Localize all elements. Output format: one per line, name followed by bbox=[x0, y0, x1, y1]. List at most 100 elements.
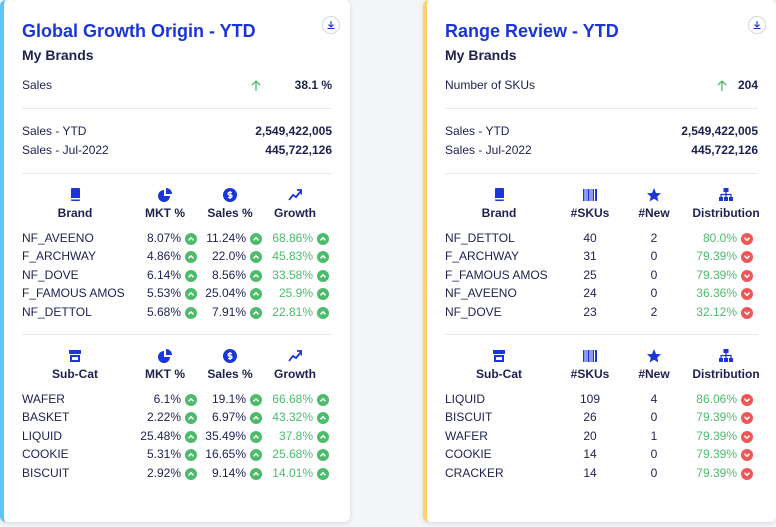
kpi-label: Number of SKUs bbox=[445, 78, 536, 92]
header-icon bbox=[223, 188, 237, 202]
change-indicator bbox=[741, 269, 753, 282]
change-indicator bbox=[317, 393, 329, 406]
change-indicator bbox=[185, 269, 197, 282]
row-label: NF_DOVE bbox=[445, 304, 502, 319]
cell-value: 79.39% bbox=[696, 249, 737, 264]
header-icon bbox=[719, 349, 733, 363]
header-icon bbox=[223, 349, 237, 363]
header-icon bbox=[492, 349, 506, 363]
change-indicator bbox=[741, 250, 753, 264]
cell-value: 2.92% bbox=[146, 465, 181, 480]
row-label: WAFER bbox=[22, 392, 65, 406]
column-header: Sub-Cat bbox=[52, 367, 98, 381]
cell-value: 19.1% bbox=[211, 392, 246, 406]
change-indicator bbox=[741, 411, 753, 425]
header-icon bbox=[583, 188, 597, 202]
change-indicator bbox=[317, 287, 329, 301]
change-indicator bbox=[185, 430, 197, 443]
column-header: Sub-Cat bbox=[476, 367, 522, 381]
header-icon bbox=[647, 188, 661, 202]
cell-value: 8.07% bbox=[146, 231, 181, 245]
stat-value: 2,549,422,005 bbox=[681, 124, 758, 138]
stat-value: 2,549,422,005 bbox=[255, 124, 332, 138]
change-indicator bbox=[317, 411, 329, 425]
cell-value: 35.49% bbox=[205, 428, 246, 443]
change-indicator bbox=[317, 430, 329, 443]
column-header: Distribution bbox=[692, 206, 760, 220]
column-header: #New bbox=[638, 367, 670, 381]
row-label: F_FAMOUS AMOS bbox=[445, 267, 548, 282]
column-header: #SKUs bbox=[570, 206, 610, 220]
cell-value: 2.22% bbox=[146, 410, 181, 425]
stat-label: Sales - YTD bbox=[445, 124, 510, 138]
row-label: NF_AVEENO bbox=[445, 286, 517, 301]
column-header: Distribution bbox=[692, 367, 760, 381]
change-indicator bbox=[185, 232, 197, 245]
divider bbox=[445, 334, 758, 335]
trend-arrow bbox=[716, 79, 728, 91]
card: Global Growth Origin - YTD My Brands Sales… bbox=[0, 0, 350, 522]
change-indicator bbox=[185, 448, 197, 462]
header-icon bbox=[719, 188, 733, 202]
header-icon bbox=[647, 349, 661, 363]
change-indicator bbox=[250, 306, 262, 319]
stat-label: Sales - YTD bbox=[22, 124, 87, 138]
download-button[interactable] bbox=[322, 16, 340, 34]
header-icon bbox=[288, 188, 303, 202]
cell-value: 5.68% bbox=[146, 304, 181, 319]
stat-label: Sales - Jul-2022 bbox=[22, 143, 109, 157]
row-label: NF_AVEENO bbox=[22, 231, 94, 245]
cell-value: 0 bbox=[650, 286, 658, 301]
change-indicator bbox=[741, 393, 753, 406]
change-indicator bbox=[250, 393, 262, 406]
row-label: F_ARCHWAY bbox=[22, 249, 97, 264]
change-indicator bbox=[317, 269, 329, 282]
cell-value: 33.58% bbox=[272, 267, 313, 282]
cell-value: 68.86% bbox=[272, 231, 313, 245]
kpi-value: 38.1 % bbox=[294, 78, 332, 92]
change-indicator bbox=[741, 430, 753, 443]
change-indicator bbox=[250, 269, 262, 282]
change-indicator bbox=[250, 250, 262, 264]
change-indicator bbox=[250, 430, 262, 443]
change-indicator bbox=[741, 287, 753, 301]
cell-value: 22.81% bbox=[272, 304, 313, 319]
cell-value: 40 bbox=[583, 231, 597, 245]
change-indicator bbox=[317, 467, 329, 480]
change-indicator bbox=[741, 306, 753, 319]
change-indicator bbox=[741, 467, 753, 480]
cell-value: 1 bbox=[650, 428, 658, 443]
row-label: BISCUIT bbox=[445, 410, 493, 425]
change-indicator bbox=[741, 448, 753, 462]
cell-value: 45.83% bbox=[272, 249, 313, 264]
cell-value: 14 bbox=[583, 447, 597, 462]
cell-value: 4 bbox=[650, 392, 658, 406]
column-header: Brand bbox=[57, 206, 93, 220]
change-indicator bbox=[317, 250, 329, 264]
row-label: WAFER bbox=[445, 428, 488, 443]
cell-value: 2 bbox=[650, 304, 658, 319]
cell-value: 25.68% bbox=[272, 447, 313, 462]
change-indicator bbox=[741, 232, 753, 245]
row-label: BASKET bbox=[22, 410, 70, 425]
cell-value: 43.32% bbox=[272, 410, 313, 425]
stat-label: Sales - Jul-2022 bbox=[445, 143, 532, 157]
header-icon bbox=[288, 349, 303, 363]
header-icon bbox=[68, 349, 82, 363]
column-header: Sales % bbox=[207, 206, 253, 220]
change-indicator bbox=[250, 467, 262, 480]
cell-value: 0 bbox=[650, 447, 658, 462]
change-indicator bbox=[250, 411, 262, 425]
kpi-label: Sales bbox=[22, 78, 53, 92]
change-indicator bbox=[250, 232, 262, 245]
change-indicator bbox=[185, 393, 197, 406]
cell-value: 79.39% bbox=[696, 428, 737, 443]
cell-value: 23 bbox=[583, 304, 597, 319]
column-header: Growth bbox=[274, 206, 316, 220]
cell-value: 5.53% bbox=[146, 286, 181, 301]
change-indicator bbox=[185, 306, 197, 319]
header-icon bbox=[158, 349, 172, 363]
card-title: Global Growth Origin - YTD bbox=[22, 21, 256, 41]
download-button[interactable] bbox=[748, 16, 766, 34]
